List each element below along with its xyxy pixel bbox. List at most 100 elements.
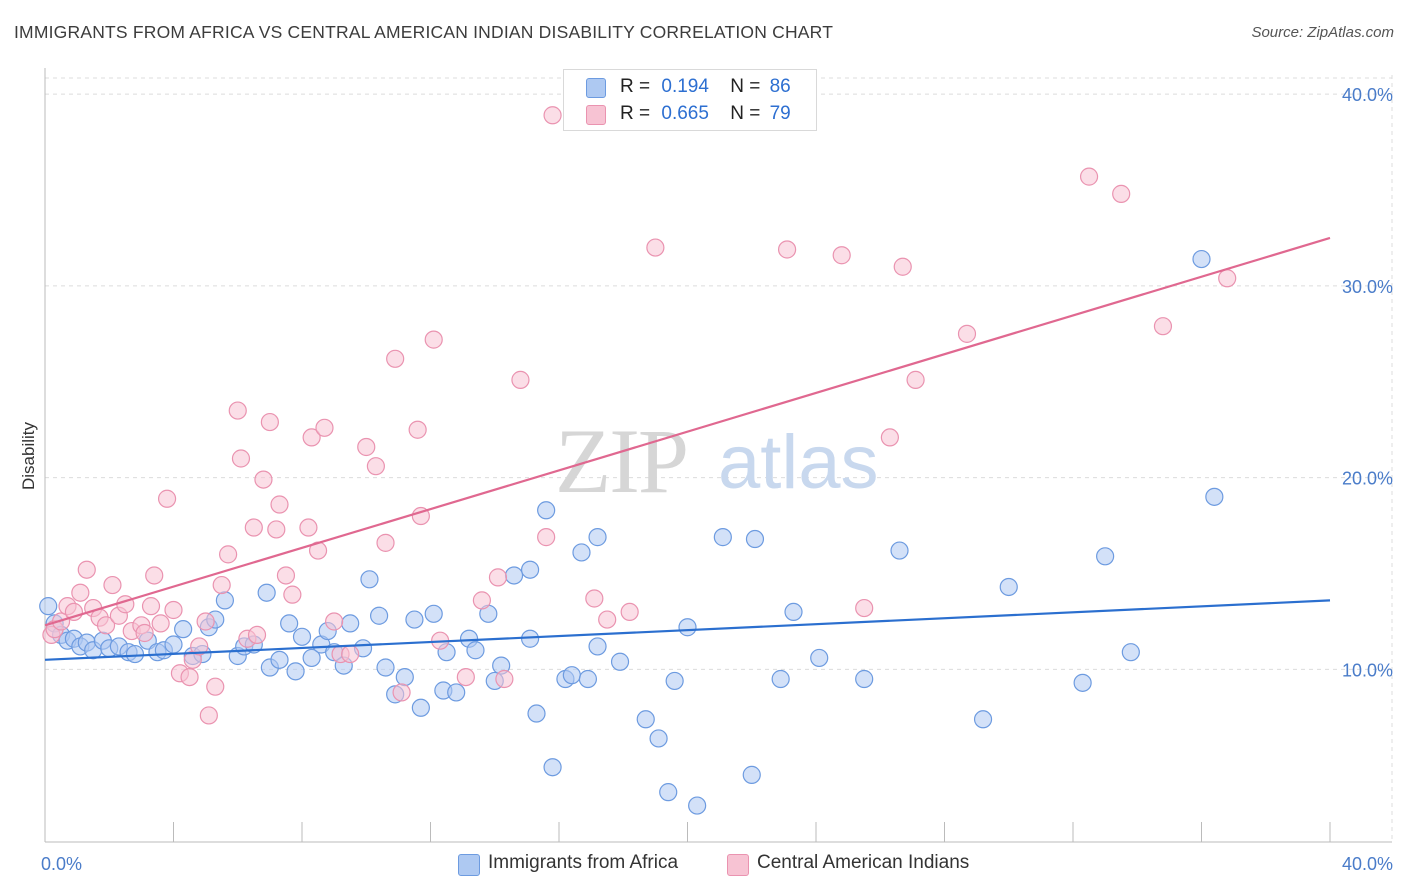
data-point <box>1153 317 1173 336</box>
legend-n-value-series1: 86 <box>769 76 791 97</box>
data-point <box>1079 167 1099 186</box>
legend-n-label-series1: N = <box>730 76 761 97</box>
data-point <box>957 324 977 343</box>
data-point <box>1192 249 1211 269</box>
data-point <box>588 637 607 656</box>
data-point <box>302 648 321 668</box>
data-point <box>777 240 797 259</box>
data-point <box>678 618 697 637</box>
data-point <box>254 470 273 489</box>
watermark-zip: ZIP <box>555 410 687 512</box>
data-point <box>341 614 360 633</box>
y-tick-label: 10.0% <box>1342 660 1393 680</box>
watermark: ZIP atlas <box>555 410 879 512</box>
data-point <box>537 528 556 547</box>
axes <box>44 68 1392 843</box>
data-point <box>495 669 514 689</box>
data-point <box>408 420 427 439</box>
data-point <box>280 614 299 633</box>
data-point <box>231 449 251 468</box>
data-point <box>771 669 790 689</box>
data-point <box>135 623 154 643</box>
x-tick-label-right: 40.0% <box>1342 854 1393 874</box>
data-point <box>39 597 58 616</box>
data-point <box>424 330 443 349</box>
data-point <box>456 667 475 687</box>
data-point <box>125 644 145 664</box>
data-point <box>228 401 247 420</box>
data-point <box>270 650 289 669</box>
data-point <box>411 698 430 717</box>
data-point <box>1096 547 1115 566</box>
data-point <box>212 575 231 595</box>
data-point <box>1073 673 1092 692</box>
data-point <box>376 658 395 677</box>
chart-title: IMMIGRANTS FROM AFRICA VS CENTRAL AMERIC… <box>14 22 834 42</box>
data-point <box>360 570 379 589</box>
data-point <box>392 683 411 702</box>
data-point <box>890 541 909 560</box>
data-point <box>665 671 684 691</box>
data-point <box>973 710 993 729</box>
data-point <box>1121 643 1140 662</box>
bottom-legend-label-series2: Central American Indians <box>757 852 970 873</box>
data-point <box>103 575 122 595</box>
data-point <box>292 627 312 646</box>
data-point <box>174 620 193 639</box>
data-point <box>745 529 765 549</box>
data-point <box>646 238 665 257</box>
data-point <box>578 669 598 689</box>
y-tick-label: 30.0% <box>1342 277 1393 297</box>
data-point <box>598 610 617 629</box>
data-point <box>659 783 678 802</box>
legend-n-label-series2: N = <box>730 103 761 124</box>
data-point <box>145 566 164 585</box>
data-point <box>190 637 209 656</box>
data-point <box>855 669 874 689</box>
data-point <box>585 589 604 608</box>
data-point <box>164 635 183 654</box>
data-point <box>302 428 321 447</box>
data-point <box>1205 487 1224 506</box>
data-point <box>1218 269 1237 288</box>
data-point <box>906 370 925 389</box>
y-axis-label: Disability <box>19 421 38 490</box>
data-point <box>588 528 607 547</box>
data-point <box>180 667 199 687</box>
data-point <box>543 758 562 777</box>
data-point <box>620 602 639 622</box>
data-point <box>742 765 761 784</box>
data-point <box>157 489 177 508</box>
data-point <box>520 560 540 579</box>
data-point <box>424 604 443 623</box>
bottom-legend-label-series1: Immigrants from Africa <box>488 852 679 873</box>
data-point <box>447 683 466 702</box>
series-central-american-indians-points <box>42 106 1237 725</box>
tick-labels: 10.0% 20.0% 30.0% 40.0% 0.0% 40.0% <box>41 85 1393 874</box>
data-point <box>472 591 491 610</box>
data-point <box>784 602 803 622</box>
watermark-atlas: atlas <box>718 420 879 505</box>
legend-r-value-series1: 0.194 <box>661 76 709 97</box>
bottom-legend-swatch-series1 <box>458 854 480 876</box>
data-point <box>151 614 170 633</box>
data-point <box>395 667 414 687</box>
data-point <box>466 641 485 660</box>
data-point <box>215 591 234 610</box>
data-point <box>219 545 238 564</box>
data-point <box>247 625 267 645</box>
y-tick-label: 40.0% <box>1342 85 1393 105</box>
data-point <box>77 560 96 579</box>
data-point <box>832 246 851 265</box>
legend-r-label-series1: R = <box>620 76 651 97</box>
data-point <box>537 501 556 520</box>
data-point <box>325 612 344 631</box>
data-point <box>999 577 1018 597</box>
data-point <box>267 520 286 539</box>
data-point <box>376 533 395 552</box>
data-point <box>164 600 183 620</box>
data-point <box>562 666 581 685</box>
data-point <box>244 518 263 537</box>
source-label: Source: ZipAtlas.com <box>1251 24 1394 41</box>
